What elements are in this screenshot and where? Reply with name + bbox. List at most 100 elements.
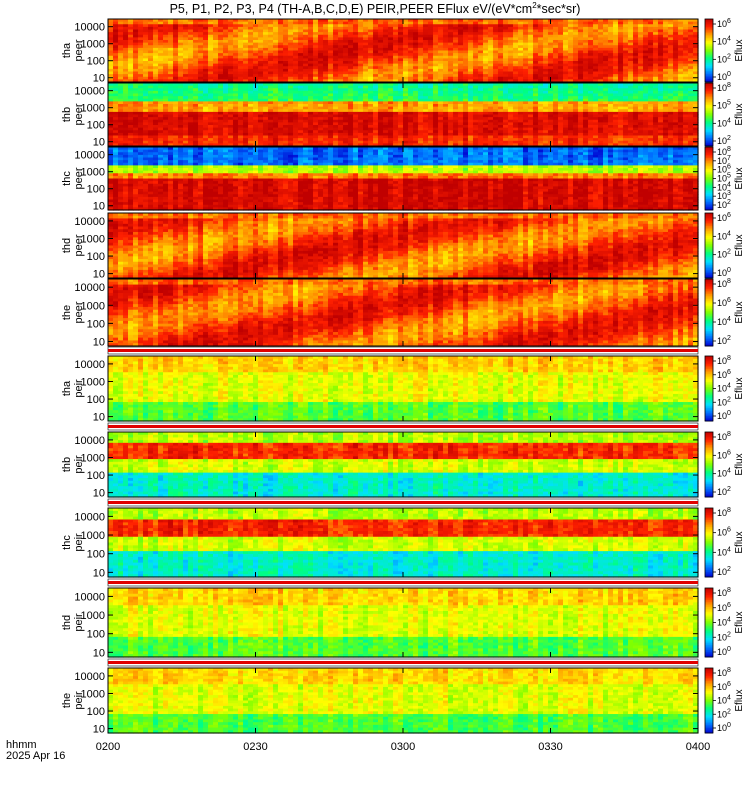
heatmap-cell bbox=[198, 19, 204, 23]
heatmap-cell bbox=[143, 58, 149, 62]
heatmap-cell bbox=[118, 37, 124, 41]
heatmap-cell bbox=[123, 61, 129, 65]
heatmap-cell bbox=[263, 29, 269, 33]
heatmap-cell bbox=[283, 29, 289, 33]
heatmap-cell bbox=[433, 42, 439, 46]
heatmap-cell bbox=[148, 47, 154, 52]
heatmap-cell bbox=[368, 37, 374, 41]
heatmap-cell bbox=[458, 29, 464, 33]
heatmap-cell bbox=[153, 32, 159, 36]
heatmap-cell bbox=[218, 45, 224, 49]
heatmap-cell bbox=[198, 74, 204, 78]
heatmap-cell bbox=[263, 45, 269, 49]
heatmap-cell bbox=[403, 26, 409, 31]
heatmap-cell bbox=[328, 40, 334, 44]
heatmap-cell bbox=[398, 63, 404, 67]
heatmap-cell bbox=[268, 68, 274, 73]
heatmap-cell bbox=[383, 42, 389, 46]
heatmap-cell bbox=[243, 76, 249, 80]
heatmap-cell bbox=[393, 45, 399, 49]
heatmap-cell bbox=[463, 26, 469, 31]
heatmap-cell bbox=[413, 50, 419, 54]
heatmap-cell bbox=[488, 21, 494, 25]
heatmap-cell bbox=[408, 34, 414, 38]
heatmap-cell bbox=[133, 47, 139, 52]
heatmap-cell bbox=[393, 76, 399, 80]
heatmap-cell bbox=[318, 24, 324, 28]
heatmap-cell bbox=[518, 50, 524, 54]
heatmap-cell bbox=[293, 74, 299, 78]
heatmap-cell bbox=[528, 47, 534, 52]
heatmap-cell bbox=[388, 55, 394, 59]
heatmap-cell bbox=[323, 79, 329, 83]
heatmap-cell bbox=[148, 32, 154, 36]
heatmap-cell bbox=[413, 58, 419, 62]
heatmap-cell bbox=[228, 21, 234, 25]
y-tick-label: 10 bbox=[93, 73, 105, 85]
heatmap-cell bbox=[278, 34, 284, 38]
heatmap-cell bbox=[403, 29, 409, 33]
heatmap-cell bbox=[288, 42, 294, 46]
heatmap-cell bbox=[303, 53, 309, 57]
heatmap-cell bbox=[513, 26, 519, 31]
heatmap-cell bbox=[523, 42, 529, 46]
heatmap-cell bbox=[108, 63, 114, 67]
heatmap-cell bbox=[518, 32, 524, 36]
heatmap-cell bbox=[163, 40, 169, 44]
y-tick-label: 100 bbox=[87, 56, 105, 68]
heatmap-cell bbox=[413, 40, 419, 44]
heatmap-cell bbox=[363, 68, 369, 73]
heatmap-cell bbox=[408, 61, 414, 65]
heatmap-cell bbox=[408, 24, 414, 28]
heatmap-cell bbox=[468, 34, 474, 38]
heatmap-cell bbox=[193, 40, 199, 44]
heatmap-cell bbox=[283, 24, 289, 28]
heatmap-cell bbox=[233, 29, 239, 33]
heatmap-cell bbox=[118, 47, 124, 52]
heatmap-cell bbox=[158, 61, 164, 65]
heatmap-cell bbox=[118, 79, 124, 83]
heatmap-cell bbox=[308, 66, 314, 70]
heatmap-cell bbox=[358, 21, 364, 25]
heatmap-cell bbox=[333, 19, 339, 23]
heatmap-cell bbox=[498, 45, 504, 49]
heatmap-cell bbox=[373, 34, 379, 38]
heatmap-cell bbox=[393, 34, 399, 38]
heatmap-cell bbox=[293, 26, 299, 31]
heatmap-cell bbox=[538, 50, 544, 54]
heatmap-cell bbox=[388, 21, 394, 25]
heatmap-cell bbox=[483, 50, 489, 54]
heatmap-cell bbox=[548, 37, 554, 41]
heatmap-cell bbox=[273, 21, 279, 25]
heatmap-cell bbox=[148, 58, 154, 62]
heatmap-cell bbox=[143, 68, 149, 73]
heatmap-cell bbox=[408, 53, 414, 57]
heatmap-cell bbox=[348, 26, 354, 31]
heatmap-cell bbox=[323, 19, 329, 23]
heatmap-cell bbox=[228, 26, 234, 31]
heatmap-cell bbox=[338, 24, 344, 28]
heatmap-cell bbox=[388, 19, 394, 23]
heatmap-cell bbox=[543, 58, 549, 62]
heatmap-cell bbox=[503, 34, 509, 38]
heatmap-cell bbox=[468, 29, 474, 33]
heatmap-cell bbox=[333, 71, 339, 75]
heatmap-cell bbox=[543, 21, 549, 25]
heatmap-cell bbox=[283, 37, 289, 41]
heatmap-cell bbox=[448, 58, 454, 62]
heatmap-cell bbox=[353, 74, 359, 78]
heatmap-cell bbox=[118, 55, 124, 59]
heatmap-cell bbox=[428, 63, 434, 67]
heatmap-cell bbox=[368, 29, 374, 33]
heatmap-cell bbox=[473, 68, 479, 73]
heatmap-cell bbox=[298, 76, 304, 80]
heatmap-cell bbox=[213, 63, 219, 67]
heatmap-cell bbox=[198, 76, 204, 80]
heatmap-cell bbox=[353, 79, 359, 83]
heatmap-cell bbox=[393, 50, 399, 54]
heatmap-cell bbox=[138, 63, 144, 67]
heatmap-cell bbox=[173, 68, 179, 73]
heatmap-cell bbox=[133, 63, 139, 67]
heatmap-cell bbox=[163, 34, 169, 38]
